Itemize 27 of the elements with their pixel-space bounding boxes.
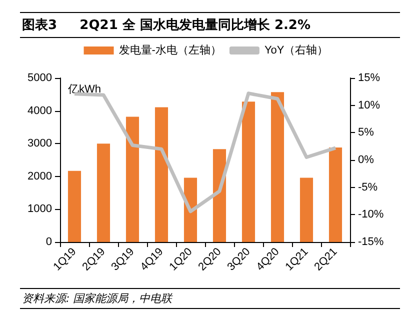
y-tick-label: 0 (46, 236, 52, 248)
y-tick-label: 3000 (28, 138, 52, 150)
bar (126, 116, 140, 242)
bar (154, 107, 168, 242)
y2-tick-label: 10% (358, 99, 380, 112)
chart-title: 图表3 2Q21 全 国水电发电量同比增长 2.2% (20, 12, 400, 38)
bar (270, 92, 284, 242)
y2-tick-label: -10% (358, 208, 384, 221)
y2-tick-label: -5% (358, 181, 378, 194)
y2-tick-label: -15% (358, 236, 384, 248)
y2-tick-label: 5% (358, 126, 374, 139)
y-tick-label: 2000 (28, 170, 52, 182)
bar (96, 144, 110, 242)
bar (242, 102, 256, 242)
y-tick-label: 5000 (28, 72, 52, 84)
bar (68, 170, 82, 242)
bar (300, 178, 314, 242)
y-tick-label: 4000 (28, 104, 52, 117)
bar (328, 148, 342, 242)
y2-tick-label: 15% (358, 72, 380, 84)
legend-label: 发电量-水电（左轴） (118, 44, 222, 56)
legend-label: YoY（右轴） (264, 44, 328, 56)
y2-tick-label: 0% (358, 154, 374, 166)
bar (184, 178, 198, 242)
bar (212, 149, 226, 242)
y-tick-label: 1000 (28, 203, 52, 216)
text: 资料来源: 国家能源局，中电联 (20, 288, 400, 309)
